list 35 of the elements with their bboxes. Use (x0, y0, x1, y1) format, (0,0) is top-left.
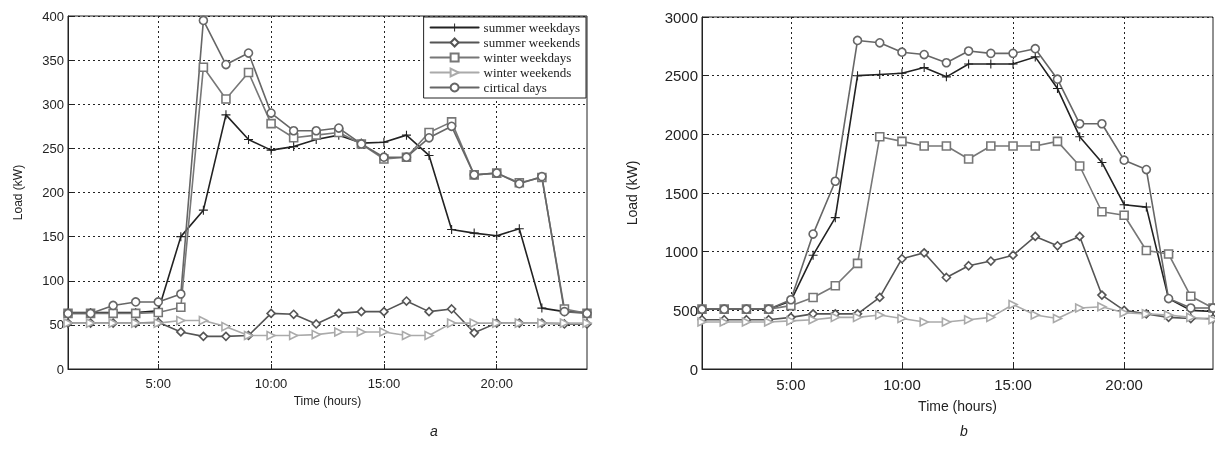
y-axis-title: Load (kW) (11, 164, 25, 221)
y-tick-label: 100 (42, 273, 64, 289)
x-tick-label: 10:00 (883, 376, 921, 393)
y-tick-label: 0 (56, 361, 64, 377)
y-tick-label: 2000 (664, 125, 698, 143)
y-tick-label: 50 (49, 317, 64, 333)
x-tick-label: 5:00 (145, 376, 171, 391)
y-tick-label: 0 (689, 360, 698, 378)
y-tick-label: 1000 (664, 243, 698, 261)
legend-label: winter weekdays (483, 50, 572, 65)
y-tick-label: 1500 (664, 184, 698, 202)
y-tick-label: 2500 (664, 67, 698, 85)
y-tick-label: 400 (42, 8, 64, 24)
x-tick-label: 10:00 (254, 376, 288, 391)
x-tick-label: 20:00 (480, 376, 514, 391)
y-axis-title: Load (kW) (624, 160, 640, 226)
y-tick-label: 300 (42, 96, 64, 112)
x-tick-label: 15:00 (367, 376, 401, 391)
y-tick-label: 350 (42, 52, 64, 68)
y-tick-label: 150 (42, 229, 64, 245)
x-tick-label: 5:00 (776, 376, 806, 393)
text: a (430, 423, 438, 439)
legend-label: winter weekends (483, 65, 572, 80)
legend-label: summer weekends (483, 35, 580, 50)
y-tick-label: 200 (42, 185, 64, 200)
x-axis-title: Time (hours) (918, 398, 997, 414)
y-tick-label: 250 (42, 140, 64, 156)
y-tick-label: 3000 (664, 8, 698, 26)
legend-label: summer weekdays (483, 20, 580, 35)
x-tick-label: 15:00 (994, 376, 1032, 393)
y-tick-label: 500 (672, 301, 698, 319)
x-tick-label: 20:00 (1105, 376, 1143, 393)
text: b (960, 423, 968, 439)
legend-label: cirtical days (483, 80, 547, 95)
x-axis-title: Time (hours) (293, 393, 362, 408)
